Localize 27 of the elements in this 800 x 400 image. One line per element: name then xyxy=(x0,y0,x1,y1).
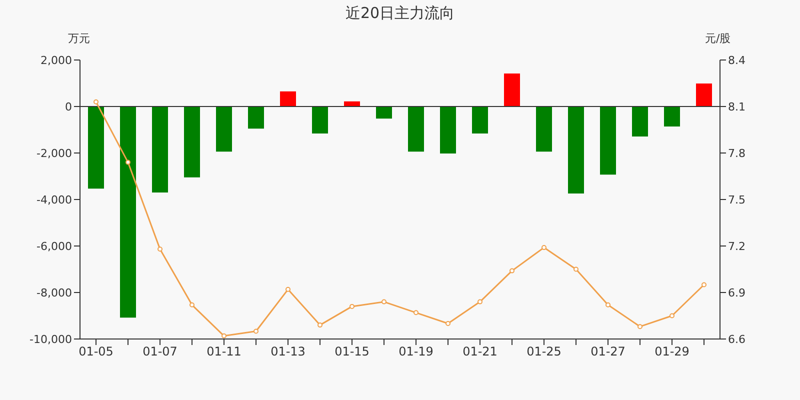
y-tick-label: -10,000 xyxy=(30,332,72,346)
y-axis-title: 万元 xyxy=(68,31,90,46)
y2-tick-label: 6.6 xyxy=(728,332,746,346)
y2-tick-label: 8.4 xyxy=(728,54,746,67)
y2-axis-title: 元/股 xyxy=(705,31,731,46)
y-tick-label: -2,000 xyxy=(36,146,72,160)
y2-tick-label: 8.1 xyxy=(728,100,746,114)
x-tick-label: 01-27 xyxy=(590,344,626,359)
x-tick-label: 01-25 xyxy=(526,344,562,359)
x-tick-label: 01-13 xyxy=(270,344,306,359)
y-tick-label: -6,000 xyxy=(36,240,72,253)
y2-tick-label: 7.2 xyxy=(728,240,746,253)
x-tick-label: 01-29 xyxy=(654,344,690,359)
y-tick-label: 0 xyxy=(65,100,72,114)
y2-tick-label: 7.5 xyxy=(728,193,746,206)
chart-title: 近20日主力流向 xyxy=(344,4,456,23)
y-tick-label: -4,000 xyxy=(36,193,72,206)
x-tick-label: 01-21 xyxy=(462,344,498,359)
x-tick-label: 01-11 xyxy=(206,344,242,359)
x-tick-label: 01-05 xyxy=(78,344,114,359)
y-tick-label: -8,000 xyxy=(36,286,72,300)
y-tick-label: 2,000 xyxy=(40,54,72,67)
x-tick-label: 01-15 xyxy=(334,344,370,359)
y2-tick-label: 7.8 xyxy=(728,146,746,160)
y2-tick-label: 6.9 xyxy=(728,286,746,300)
x-tick-label: 01-19 xyxy=(398,344,434,359)
x-tick-label: 01-07 xyxy=(142,344,178,359)
